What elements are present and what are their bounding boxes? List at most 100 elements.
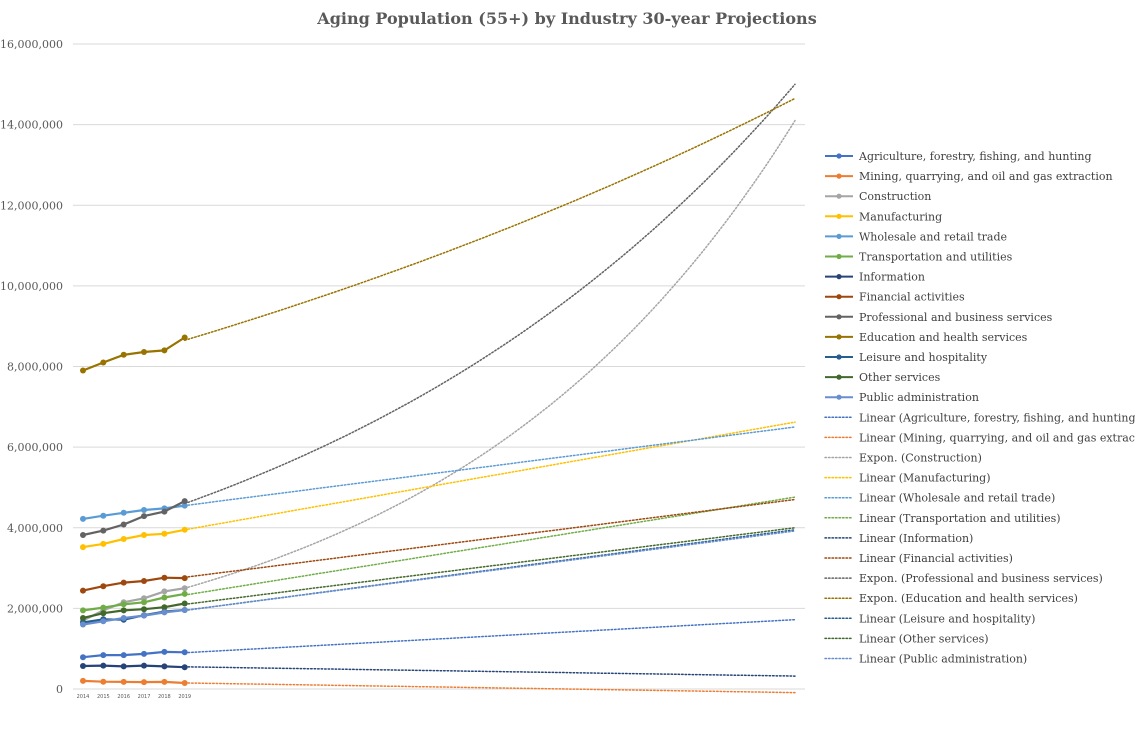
data-point xyxy=(120,607,127,614)
y-tick-label: 0 xyxy=(56,683,63,696)
legend-label: Financial activities xyxy=(859,291,965,304)
data-point xyxy=(80,677,86,684)
data-point xyxy=(141,578,147,584)
legend-label: Linear (Other services) xyxy=(859,632,989,645)
y-tick-label: 16,000,000 xyxy=(0,38,63,51)
legend-label: Public administration xyxy=(859,391,979,404)
data-point xyxy=(120,521,127,528)
trendline-linear-financial-activities xyxy=(183,498,796,579)
legend-entry: Other services xyxy=(825,371,941,384)
legend-marker xyxy=(836,294,842,300)
legend-label: Education and health services xyxy=(859,331,1028,344)
data-point xyxy=(161,347,168,354)
data-point xyxy=(181,664,188,671)
data-point xyxy=(100,540,107,547)
data-series xyxy=(80,334,188,686)
y-tick-label: 10,000,000 xyxy=(0,280,63,293)
trendline-linear-other-services xyxy=(183,527,796,606)
series-transportation-and-utilities xyxy=(80,590,188,614)
legend-marker xyxy=(836,173,842,179)
data-point xyxy=(181,607,188,613)
data-point xyxy=(100,662,107,669)
data-point xyxy=(100,512,107,519)
data-point xyxy=(181,585,188,592)
data-point xyxy=(181,502,188,509)
data-point xyxy=(80,367,86,374)
y-tick-label: 2,000,000 xyxy=(7,602,63,615)
legend-marker xyxy=(836,394,842,400)
legend-label: Information xyxy=(859,271,925,284)
legend-entry: Linear (Information) xyxy=(824,532,973,545)
chart-title: Aging Population (55+) by Industry 30-ye… xyxy=(316,9,816,28)
data-point xyxy=(181,498,188,505)
legend-marker xyxy=(836,253,842,260)
legend-label: Linear (Agriculture, forestry, fishing, … xyxy=(859,411,1135,424)
legend-label: Other services xyxy=(859,371,941,384)
legend-marker xyxy=(836,314,842,320)
series-manufacturing xyxy=(80,526,188,551)
data-point xyxy=(161,594,168,601)
trendline-linear-information xyxy=(183,666,796,677)
legend-entry: Education and health services xyxy=(825,331,1028,344)
series-line xyxy=(82,650,185,659)
legend-label: Linear (Manufacturing) xyxy=(859,472,991,485)
legend-entry: Expon. (Professional and business servic… xyxy=(824,572,1103,585)
data-point xyxy=(141,612,147,619)
data-point xyxy=(80,663,86,669)
trendline-expon-construction xyxy=(183,119,796,589)
trendline-linear-agriculture-forestry-fishing-and-hunting xyxy=(183,618,796,654)
data-point xyxy=(181,649,188,656)
x-tick-label: 2015 xyxy=(97,694,110,700)
data-point xyxy=(80,532,86,538)
data-point xyxy=(141,507,147,513)
trendline-linear-transportation-and-utilities xyxy=(183,496,796,596)
data-point xyxy=(141,599,147,606)
legend-label: Linear (Mining, quarrying, and oil and g… xyxy=(859,431,1135,444)
data-point xyxy=(181,590,188,597)
trendline-linear-wholesale-and-retail-trade xyxy=(183,426,796,507)
data-point xyxy=(120,652,127,659)
data-point xyxy=(100,610,107,617)
legend-entry: Manufacturing xyxy=(825,210,942,223)
data-point xyxy=(141,606,147,613)
series-education-and-health-services xyxy=(80,334,188,374)
legend-entry: Linear (Mining, quarrying, and oil and g… xyxy=(824,431,1135,444)
x-tick-label: 2018 xyxy=(158,694,171,700)
series-line xyxy=(82,528,185,549)
data-point xyxy=(120,663,127,670)
data-point xyxy=(141,662,147,669)
legend-label: Linear (Transportation and utilities) xyxy=(859,512,1061,525)
data-point xyxy=(141,650,147,657)
data-point xyxy=(141,349,147,355)
series-line xyxy=(82,504,185,520)
trendlines xyxy=(183,83,796,694)
legend-entry: Information xyxy=(825,271,925,284)
x-tick-label: 2016 xyxy=(117,694,130,700)
data-point xyxy=(120,601,127,608)
data-point xyxy=(120,536,127,542)
data-point xyxy=(120,579,127,586)
y-tick-label: 4,000,000 xyxy=(7,522,63,535)
data-point xyxy=(161,663,168,670)
legend-label: Construction xyxy=(859,190,931,203)
series-line xyxy=(82,592,185,612)
data-point xyxy=(100,527,107,534)
data-point xyxy=(181,575,188,582)
trendline-expon-education-and-health-services xyxy=(183,97,796,342)
data-point xyxy=(80,607,86,614)
data-point xyxy=(161,588,168,595)
series-line xyxy=(82,679,185,685)
legend-entry: Financial activities xyxy=(825,291,965,304)
data-point xyxy=(80,615,86,621)
x-tick-label: 2017 xyxy=(138,694,151,700)
data-point xyxy=(100,604,107,611)
legend-entry: Construction xyxy=(825,190,931,203)
legend-label: Expon. (Professional and business servic… xyxy=(859,572,1103,585)
legend-marker xyxy=(836,354,842,360)
legend-entry: Mining, quarrying, and oil and gas extra… xyxy=(825,170,1113,183)
data-point xyxy=(161,604,168,611)
series-line xyxy=(82,602,185,620)
series-professional-and-business-services xyxy=(80,498,188,538)
data-point xyxy=(80,654,86,661)
data-point xyxy=(141,679,147,686)
